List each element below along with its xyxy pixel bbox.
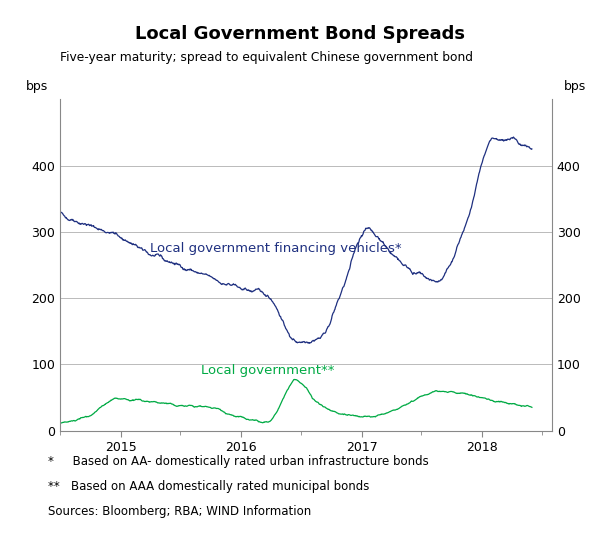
Text: Sources: Bloomberg; RBA; WIND Information: Sources: Bloomberg; RBA; WIND Informatio… [48,505,311,518]
Text: *     Based on AA- domestically rated urban infrastructure bonds: * Based on AA- domestically rated urban … [48,455,429,469]
Text: bps: bps [564,79,586,93]
Text: bps: bps [26,79,48,93]
Text: Local government financing vehicles*: Local government financing vehicles* [151,242,402,255]
Text: **   Based on AAA domestically rated municipal bonds: ** Based on AAA domestically rated munic… [48,480,370,493]
Text: Local Government Bond Spreads: Local Government Bond Spreads [135,25,465,43]
Text: Local government**: Local government** [201,364,334,378]
Text: Five-year maturity; spread to equivalent Chinese government bond: Five-year maturity; spread to equivalent… [60,51,473,64]
